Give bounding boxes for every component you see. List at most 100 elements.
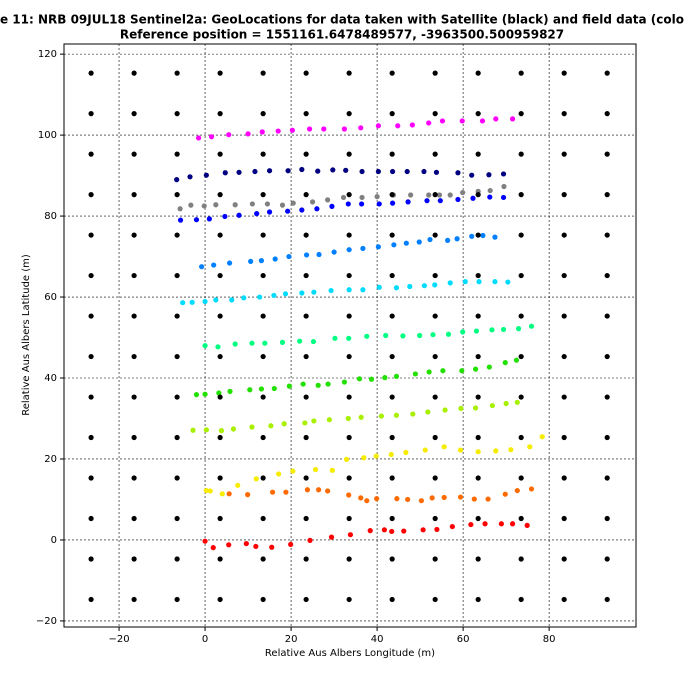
x-tick-label: 80 (543, 634, 556, 645)
point (502, 491, 508, 497)
y-tick-label: 120 (38, 49, 57, 60)
point (332, 335, 338, 341)
point (376, 201, 382, 207)
point (219, 491, 225, 497)
point (217, 272, 223, 279)
point (418, 498, 424, 504)
point (375, 123, 381, 129)
point (174, 70, 180, 76)
point (88, 232, 94, 238)
point (518, 556, 524, 562)
point (518, 192, 524, 198)
point (426, 120, 432, 126)
point (460, 329, 466, 335)
point (88, 151, 94, 157)
point (213, 297, 219, 303)
point (403, 449, 409, 456)
point (232, 202, 238, 208)
point (314, 206, 320, 212)
point (257, 294, 263, 300)
point (502, 360, 508, 366)
point (509, 521, 516, 527)
point (341, 379, 348, 385)
point (469, 233, 475, 239)
point (88, 434, 94, 441)
point (131, 70, 137, 76)
point (174, 353, 180, 360)
point (498, 521, 504, 527)
point (389, 192, 395, 198)
point (218, 428, 225, 434)
point (485, 496, 491, 502)
point (304, 487, 311, 493)
point (343, 167, 349, 173)
point (437, 198, 443, 204)
point (462, 279, 468, 285)
point (247, 387, 253, 393)
point (174, 475, 180, 481)
point (346, 111, 352, 117)
point (260, 515, 266, 522)
point (417, 332, 423, 339)
point (561, 515, 567, 522)
point (203, 427, 209, 433)
point (604, 475, 610, 481)
point (393, 285, 400, 291)
y-tick-label: 100 (38, 130, 57, 141)
point (561, 596, 567, 603)
point (226, 260, 233, 266)
point (330, 167, 336, 173)
point (303, 151, 309, 157)
point (472, 366, 479, 372)
point (340, 194, 347, 201)
point (207, 488, 213, 494)
point (131, 353, 137, 360)
point (459, 368, 465, 374)
point (561, 394, 567, 400)
point (420, 527, 426, 533)
point (203, 172, 209, 178)
point (303, 515, 309, 522)
y-tick-label: 80 (44, 211, 57, 222)
point (376, 284, 382, 290)
point (518, 70, 524, 76)
point (215, 344, 221, 350)
point (475, 434, 481, 441)
point (131, 192, 137, 198)
point (421, 283, 428, 289)
point (604, 70, 610, 76)
point (604, 515, 610, 522)
point (241, 295, 247, 301)
point (260, 434, 266, 441)
point (561, 556, 567, 562)
point (260, 556, 266, 562)
point (262, 340, 268, 346)
point (434, 526, 440, 533)
point (310, 338, 317, 345)
point (232, 341, 238, 347)
point (131, 394, 137, 400)
point (341, 126, 348, 132)
point (289, 127, 295, 133)
point (282, 291, 289, 297)
point (266, 209, 273, 215)
point (487, 194, 493, 200)
point (389, 200, 396, 206)
point (174, 111, 180, 117)
point (303, 353, 309, 360)
point (539, 434, 545, 440)
point (303, 192, 309, 198)
point (389, 232, 395, 238)
point (518, 232, 524, 238)
point (346, 556, 352, 562)
point (475, 313, 481, 319)
point (561, 272, 567, 279)
point (174, 515, 180, 522)
point (190, 427, 196, 433)
point (442, 407, 448, 413)
point (88, 394, 94, 400)
point (395, 123, 401, 129)
point (458, 405, 464, 411)
y-tick-label: 0 (51, 535, 57, 546)
point (561, 70, 567, 76)
